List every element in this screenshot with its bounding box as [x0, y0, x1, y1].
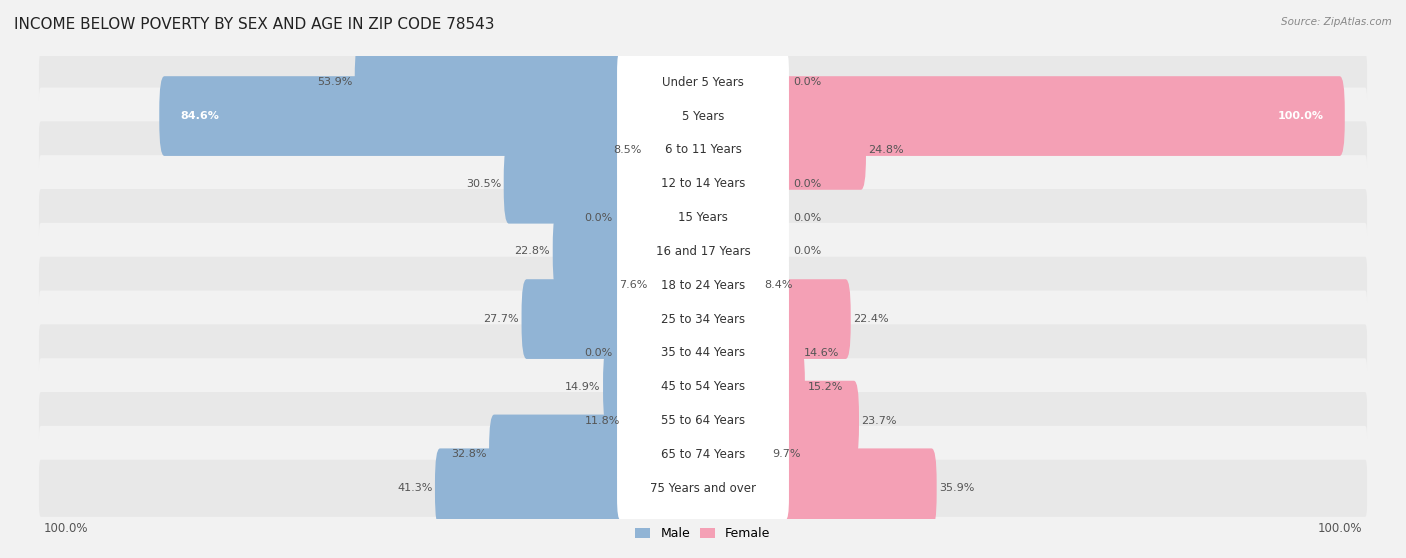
FancyBboxPatch shape — [780, 279, 851, 359]
Text: 27.7%: 27.7% — [484, 314, 519, 324]
FancyBboxPatch shape — [603, 347, 626, 427]
Text: 22.4%: 22.4% — [853, 314, 889, 324]
FancyBboxPatch shape — [617, 288, 789, 350]
Text: 0.0%: 0.0% — [585, 213, 613, 223]
FancyBboxPatch shape — [617, 389, 789, 452]
FancyBboxPatch shape — [617, 220, 789, 283]
Text: 45 to 54 Years: 45 to 54 Years — [661, 380, 745, 393]
FancyBboxPatch shape — [617, 457, 789, 519]
FancyBboxPatch shape — [617, 152, 789, 215]
FancyBboxPatch shape — [489, 415, 626, 494]
Text: 35.9%: 35.9% — [939, 483, 974, 493]
Text: 0.0%: 0.0% — [793, 179, 821, 189]
Text: 5 Years: 5 Years — [682, 109, 724, 123]
Text: 9.7%: 9.7% — [772, 449, 801, 459]
FancyBboxPatch shape — [617, 85, 789, 147]
Text: 16 and 17 Years: 16 and 17 Years — [655, 245, 751, 258]
Text: 15 Years: 15 Years — [678, 211, 728, 224]
FancyBboxPatch shape — [39, 121, 1367, 179]
FancyBboxPatch shape — [617, 254, 789, 316]
Text: 18 to 24 Years: 18 to 24 Years — [661, 279, 745, 292]
Text: 53.9%: 53.9% — [316, 77, 352, 87]
FancyBboxPatch shape — [434, 449, 626, 528]
Text: 0.0%: 0.0% — [793, 247, 821, 257]
Text: 14.6%: 14.6% — [804, 348, 839, 358]
FancyBboxPatch shape — [617, 321, 789, 384]
Text: 22.8%: 22.8% — [515, 247, 550, 257]
Text: 12 to 14 Years: 12 to 14 Years — [661, 177, 745, 190]
FancyBboxPatch shape — [780, 313, 801, 393]
FancyBboxPatch shape — [780, 381, 859, 460]
FancyBboxPatch shape — [617, 423, 789, 485]
Text: 65 to 74 Years: 65 to 74 Years — [661, 448, 745, 461]
Text: 11.8%: 11.8% — [585, 416, 620, 426]
FancyBboxPatch shape — [39, 223, 1367, 280]
FancyBboxPatch shape — [39, 392, 1367, 449]
FancyBboxPatch shape — [503, 144, 626, 224]
Text: 32.8%: 32.8% — [451, 449, 486, 459]
Text: Under 5 Years: Under 5 Years — [662, 76, 744, 89]
Text: Source: ZipAtlas.com: Source: ZipAtlas.com — [1281, 17, 1392, 27]
FancyBboxPatch shape — [39, 155, 1367, 212]
FancyBboxPatch shape — [617, 186, 789, 249]
Text: 100.0%: 100.0% — [1278, 111, 1324, 121]
Text: 8.5%: 8.5% — [613, 145, 641, 155]
Text: 84.6%: 84.6% — [180, 111, 219, 121]
FancyBboxPatch shape — [39, 460, 1367, 517]
FancyBboxPatch shape — [39, 88, 1367, 145]
Text: 55 to 64 Years: 55 to 64 Years — [661, 414, 745, 427]
Text: 41.3%: 41.3% — [396, 483, 433, 493]
FancyBboxPatch shape — [780, 449, 936, 528]
FancyBboxPatch shape — [39, 291, 1367, 348]
Text: 23.7%: 23.7% — [862, 416, 897, 426]
FancyBboxPatch shape — [617, 51, 789, 113]
FancyBboxPatch shape — [39, 189, 1367, 246]
FancyBboxPatch shape — [553, 211, 626, 291]
FancyBboxPatch shape — [780, 347, 804, 427]
FancyBboxPatch shape — [617, 355, 789, 418]
Text: 7.6%: 7.6% — [619, 280, 647, 290]
Legend: Male, Female: Male, Female — [630, 522, 776, 545]
Text: 0.0%: 0.0% — [793, 213, 821, 223]
Text: 30.5%: 30.5% — [465, 179, 501, 189]
FancyBboxPatch shape — [522, 279, 626, 359]
Text: 35 to 44 Years: 35 to 44 Years — [661, 347, 745, 359]
Text: 24.8%: 24.8% — [869, 145, 904, 155]
FancyBboxPatch shape — [39, 358, 1367, 415]
FancyBboxPatch shape — [39, 257, 1367, 314]
FancyBboxPatch shape — [780, 110, 866, 190]
FancyBboxPatch shape — [39, 54, 1367, 111]
FancyBboxPatch shape — [354, 42, 626, 122]
Text: 0.0%: 0.0% — [793, 77, 821, 87]
Text: 75 Years and over: 75 Years and over — [650, 482, 756, 495]
Text: INCOME BELOW POVERTY BY SEX AND AGE IN ZIP CODE 78543: INCOME BELOW POVERTY BY SEX AND AGE IN Z… — [14, 17, 495, 32]
Text: 0.0%: 0.0% — [585, 348, 613, 358]
Text: 8.4%: 8.4% — [763, 280, 793, 290]
Text: 6 to 11 Years: 6 to 11 Years — [665, 143, 741, 156]
Text: 25 to 34 Years: 25 to 34 Years — [661, 312, 745, 325]
FancyBboxPatch shape — [780, 76, 1344, 156]
Text: 14.9%: 14.9% — [565, 382, 600, 392]
FancyBboxPatch shape — [159, 76, 626, 156]
FancyBboxPatch shape — [39, 426, 1367, 483]
FancyBboxPatch shape — [39, 324, 1367, 382]
Text: 15.2%: 15.2% — [807, 382, 842, 392]
FancyBboxPatch shape — [617, 119, 789, 181]
